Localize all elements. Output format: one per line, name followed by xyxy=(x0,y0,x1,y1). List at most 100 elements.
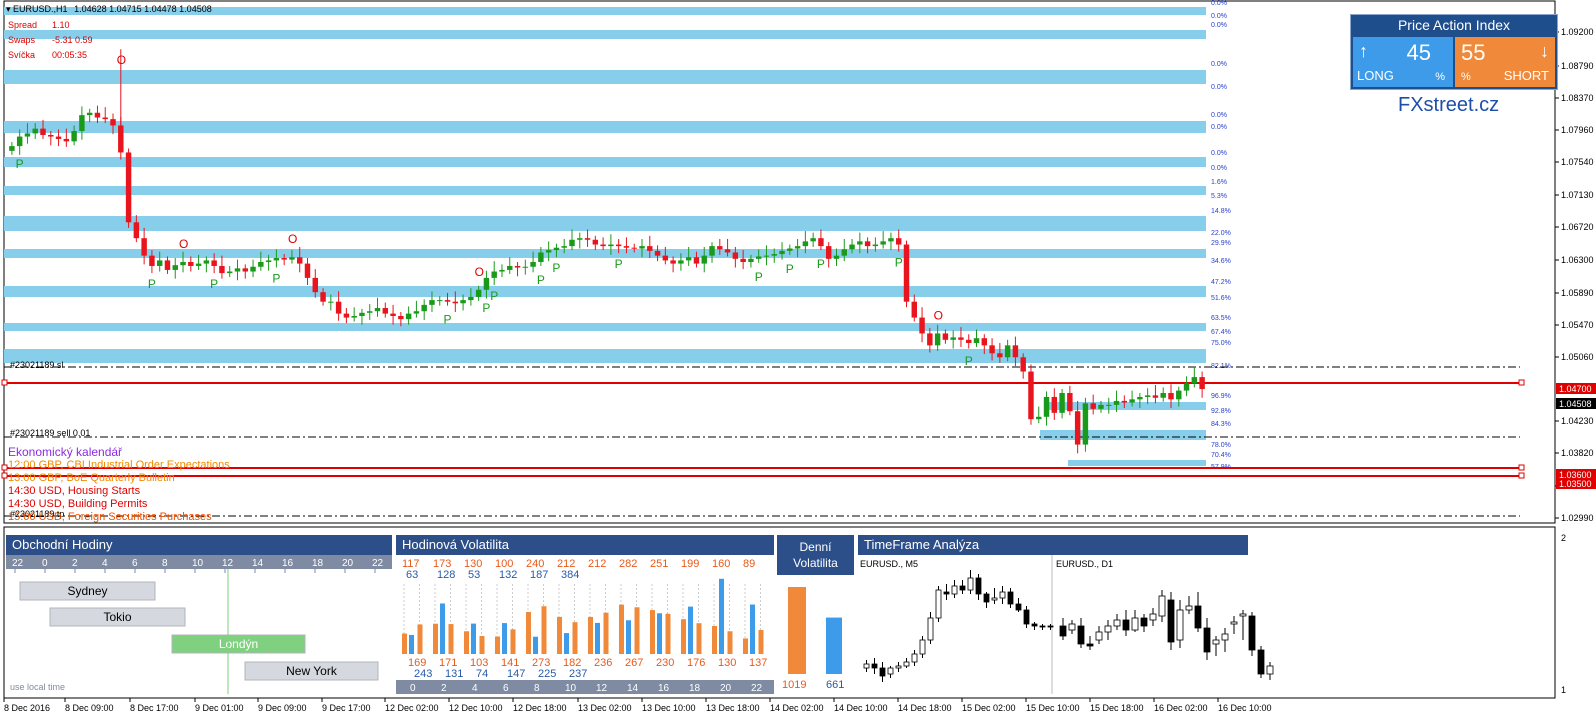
time-label: 14 Dec 18:00 xyxy=(898,703,952,713)
candle-body xyxy=(1113,400,1120,405)
mini-candle-body xyxy=(903,661,910,667)
candle-body xyxy=(934,333,941,346)
symbol-header: ▾ EURUSD.,H1 1.04628 1.04715 1.04478 1.0… xyxy=(6,4,212,15)
zone-percent-label: 29.9% xyxy=(1211,240,1231,247)
volatility-top-blue: 187 xyxy=(530,569,548,581)
session-bar[interactable] xyxy=(244,661,379,681)
volatility-blue-bar xyxy=(688,606,693,654)
calendar-event: 14:30 USD, Building Permits xyxy=(8,498,148,510)
session-bar[interactable] xyxy=(49,607,186,627)
candle-body xyxy=(133,222,140,239)
price-tag xyxy=(1556,383,1596,394)
mini-candle-body xyxy=(911,653,918,663)
time-label: 13 Dec 02:00 xyxy=(578,703,632,713)
zone-percent-label: 14.8% xyxy=(1211,208,1231,215)
line-handle[interactable] xyxy=(1518,464,1525,471)
price-tag-label: 1.03500 xyxy=(1559,479,1592,489)
zone-percent-label: 0.0% xyxy=(1211,0,1227,7)
volatility-orange-bar xyxy=(603,612,609,654)
candle-body xyxy=(608,244,614,247)
candle-body xyxy=(1036,416,1042,420)
candle-body xyxy=(40,128,46,135)
volatility-blue-bar xyxy=(595,622,600,654)
pattern-marker: P xyxy=(615,257,623,271)
zone-percent-label: 0.0% xyxy=(1211,13,1227,20)
main-chart-frame xyxy=(3,0,1556,524)
price-label: 1.07960 xyxy=(1561,125,1594,135)
hour-label: 0 xyxy=(42,558,48,569)
swaps-label: Swaps xyxy=(8,35,36,45)
line-handle[interactable] xyxy=(1,472,8,479)
sr-zone xyxy=(4,216,1206,231)
candle-body xyxy=(857,241,863,245)
volatility-bottom-blue: 237 xyxy=(569,668,587,680)
candle-body xyxy=(483,277,490,290)
calendar-title: Ekonomický kalendář xyxy=(8,445,123,459)
candle-body xyxy=(180,262,186,266)
volatility-blue-bar xyxy=(409,634,414,654)
candle-body xyxy=(584,238,591,240)
volatility-orange-bar xyxy=(743,638,748,654)
sr-zone xyxy=(4,70,1206,84)
candle-body xyxy=(1028,371,1034,420)
time-axis: 8 Dec 2016 8 Dec 09:00 8 Dec 17:00 9 Dec 01… xyxy=(3,698,1272,713)
spread-label: Spread xyxy=(8,20,38,30)
time-label: 14 Dec 10:00 xyxy=(834,703,888,713)
line-handle[interactable] xyxy=(1518,472,1525,479)
line-handle[interactable] xyxy=(1,464,8,471)
pai-long-box: ↑ 45 LONG % xyxy=(1353,37,1453,87)
candle-body xyxy=(569,239,575,247)
candle-body xyxy=(631,247,637,249)
line-handle[interactable] xyxy=(1,379,8,386)
mini-candle-body xyxy=(1131,617,1139,631)
session-bar[interactable] xyxy=(19,581,156,601)
candle-body xyxy=(647,246,653,251)
candle-body xyxy=(429,300,435,305)
candle-body xyxy=(545,250,552,253)
volatility-body xyxy=(396,555,774,694)
candle-body xyxy=(110,119,116,126)
order-lines[interactable] xyxy=(1,366,1525,517)
volatility-orange-bar xyxy=(464,631,469,654)
candle-body xyxy=(1160,392,1166,398)
time-label: 9 Dec 01:00 xyxy=(195,703,244,713)
chevron-down-icon[interactable]: ▾ xyxy=(6,4,11,14)
volatility-hour-label: 10 xyxy=(565,683,577,694)
pattern-marker: P xyxy=(444,313,452,327)
brand-logo[interactable]: FXstreet.cz xyxy=(1398,94,1500,116)
candle-body xyxy=(289,257,295,260)
candle-body xyxy=(538,252,544,262)
info-block: Spread 1.10 Swaps -5.31 0.59 Svíčka 00:05:3… xyxy=(8,18,93,63)
session-bar[interactable] xyxy=(171,634,306,654)
volatility-orange-bar xyxy=(526,612,531,654)
candle-body xyxy=(343,313,350,318)
candle-body xyxy=(724,249,731,253)
mini-candle-body xyxy=(1113,619,1121,627)
zone-percent-label: 0.0% xyxy=(1211,61,1227,68)
volatility-orange-bar xyxy=(557,616,562,654)
mini-candle-body xyxy=(1039,625,1046,628)
candle-body xyxy=(1082,403,1089,445)
candle-body xyxy=(639,246,645,249)
candle-body xyxy=(592,239,599,245)
candle-body xyxy=(755,256,762,259)
volatility-orange-bar xyxy=(619,604,624,654)
candle-body xyxy=(156,260,163,266)
volatility-orange-bar xyxy=(510,629,516,654)
mini-candle-body xyxy=(975,577,982,595)
candle-body xyxy=(685,257,692,261)
mini-candle-body xyxy=(1149,613,1157,621)
line-handle[interactable] xyxy=(1518,379,1525,386)
volatility-blue-bar xyxy=(471,623,476,654)
candle-body xyxy=(413,311,420,314)
spread-value: 1.10 xyxy=(52,20,70,30)
hour-label: 20 xyxy=(342,558,354,569)
candle-body xyxy=(1168,392,1174,400)
candle-body xyxy=(320,292,326,302)
candle-body xyxy=(989,345,995,354)
candle-body xyxy=(1020,357,1026,372)
pattern-marker: P xyxy=(552,261,560,275)
time-label: 8 Dec 2016 xyxy=(4,703,50,713)
candle-body xyxy=(265,260,272,262)
